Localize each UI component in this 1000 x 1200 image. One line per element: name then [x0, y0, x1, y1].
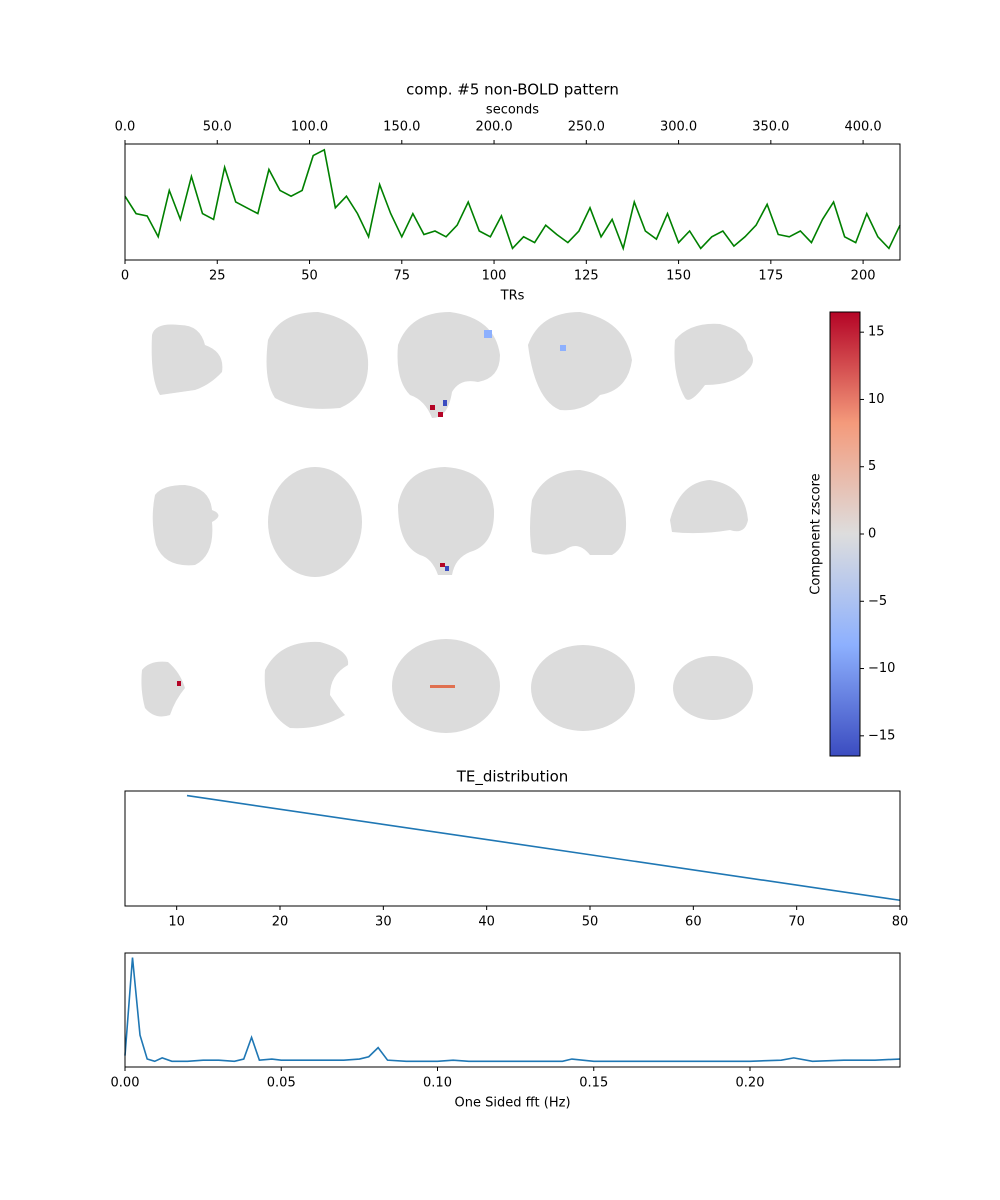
- brain-slice: [531, 645, 635, 731]
- x-tick-label: 0.00: [111, 1076, 140, 1091]
- colorbar-tick-label: −15: [868, 728, 895, 743]
- hot-spot: [430, 405, 435, 410]
- x-tick-label: 175: [758, 269, 783, 284]
- brain-slice: [397, 312, 500, 418]
- x-tick-label: 150: [666, 269, 691, 284]
- x-tick-label: 200: [851, 269, 876, 284]
- brain-slices: [141, 312, 753, 733]
- hot-spot: [430, 685, 455, 688]
- colorbar: [829, 311, 861, 757]
- x-tick-label: 70: [788, 915, 805, 930]
- x2-tick-label: 200.0: [475, 120, 512, 135]
- brain-slice: [528, 312, 632, 411]
- cold-spot: [484, 330, 492, 338]
- x-tick-label: 0.15: [579, 1076, 608, 1091]
- x2-tick-label: 50.0: [203, 120, 232, 135]
- colorbar-tick-label: 5: [868, 459, 876, 474]
- axes-frame: [124, 790, 901, 907]
- x-tick-label: 25: [209, 269, 226, 284]
- colorbar-tick-label: −10: [868, 661, 895, 676]
- chart-title: comp. #5 non-BOLD pattern: [406, 81, 619, 99]
- x-tick-label: 10: [168, 915, 185, 930]
- colorbar-tick-label: 0: [868, 527, 876, 542]
- x-tick-label: 0.05: [267, 1076, 296, 1091]
- cold-spot: [443, 400, 447, 406]
- chart-title: TE_distribution: [456, 768, 569, 787]
- brain-slice: [670, 480, 748, 534]
- hot-spot: [440, 563, 445, 567]
- x-tick-label: 60: [685, 915, 702, 930]
- brain-slice: [266, 312, 369, 409]
- x-tick-label: 30: [375, 915, 392, 930]
- brain-slice: [530, 470, 627, 555]
- cold-spot: [445, 566, 449, 571]
- x2-tick-label: 0.0: [115, 120, 136, 135]
- data-line: [124, 957, 901, 1063]
- axes-frame: [124, 952, 901, 1068]
- colorbar-label: Component zscore: [809, 473, 824, 594]
- brain-slice: [673, 656, 753, 720]
- brain-slice: [268, 467, 362, 577]
- brain-slice: [264, 641, 349, 729]
- brain-slice: [151, 324, 223, 395]
- x-axis-label: TRs: [500, 289, 525, 304]
- x-tick-label: 75: [394, 269, 411, 284]
- brain-slice: [398, 467, 495, 575]
- brain-slice: [152, 485, 219, 566]
- x2-tick-label: 250.0: [568, 120, 605, 135]
- x-tick-label: 0: [121, 269, 129, 284]
- colorbar-tick-label: 10: [868, 392, 885, 407]
- x-tick-label: 20: [272, 915, 289, 930]
- x-tick-label: 80: [892, 915, 909, 930]
- colorbar-tick-label: −5: [868, 594, 887, 609]
- x-tick-label: 50: [582, 915, 599, 930]
- axes-frame: [124, 143, 901, 261]
- x-tick-label: 40: [478, 915, 495, 930]
- x-tick-label: 125: [574, 269, 599, 284]
- x2-axis-label: seconds: [486, 103, 539, 118]
- brain-slice: [141, 661, 185, 717]
- x2-tick-label: 300.0: [660, 120, 697, 135]
- hot-spot: [177, 681, 181, 686]
- data-line: [124, 148, 901, 252]
- data-line: [186, 794, 901, 902]
- x-tick-label: 50: [301, 269, 318, 284]
- x-tick-label: 0.10: [423, 1076, 452, 1091]
- x2-tick-label: 150.0: [383, 120, 420, 135]
- x-tick-label: 0.20: [736, 1076, 765, 1091]
- x2-tick-label: 400.0: [844, 120, 881, 135]
- x2-tick-label: 350.0: [752, 120, 789, 135]
- x-axis-label: One Sided fft (Hz): [454, 1096, 570, 1111]
- x-tick-label: 100: [482, 269, 507, 284]
- x2-tick-label: 100.0: [291, 120, 328, 135]
- hot-spot: [438, 412, 443, 417]
- brain-slice: [674, 323, 753, 400]
- colorbar-tick-label: 15: [868, 325, 885, 340]
- cold-spot: [560, 345, 566, 351]
